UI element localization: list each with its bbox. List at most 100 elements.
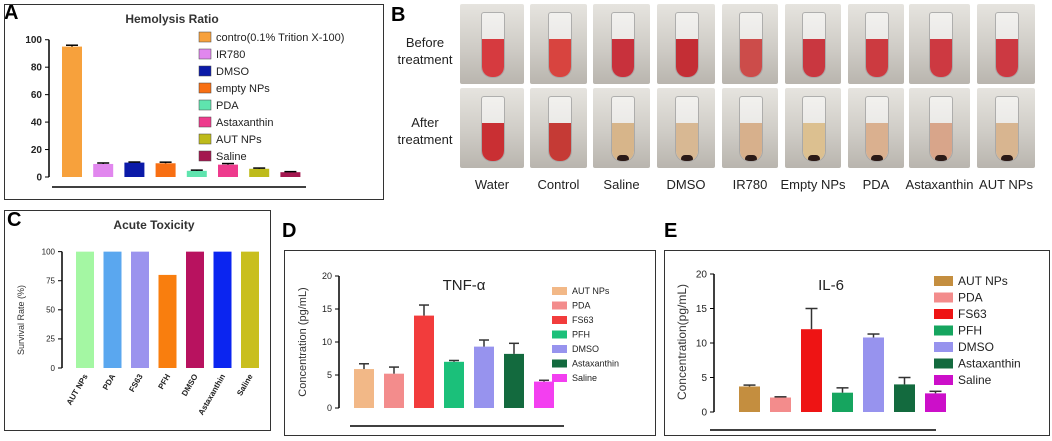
legend-label: Saline [572, 373, 597, 383]
legend-swatch [934, 375, 953, 385]
tube-liquid [996, 122, 1018, 161]
tube-pellet [681, 155, 693, 161]
bar [186, 251, 204, 368]
tube-photo-after [460, 88, 524, 168]
tube-photo-after [848, 88, 904, 168]
tube-photo-before [530, 4, 587, 84]
legend-label: Astaxanthin [572, 359, 619, 369]
tube [865, 12, 889, 78]
legend-swatch [552, 359, 567, 368]
x-tick-label: DMSO [180, 373, 200, 398]
bars [739, 307, 946, 412]
bar [801, 329, 822, 412]
bar [131, 251, 149, 368]
legend-swatch [934, 276, 953, 286]
chart-title: Hemolysis Ratio [125, 12, 218, 26]
bar [444, 361, 464, 408]
tube [675, 96, 699, 162]
y-tick-label: 100 [42, 247, 56, 256]
y-tick-label: 20 [696, 270, 708, 281]
legend-label: Astaxanthin [958, 357, 1021, 371]
tube [995, 12, 1019, 78]
after-treatment-label: After treatment [397, 115, 453, 147]
legend-label: PDA [216, 100, 239, 112]
x-tick-label: Astaxanthin [197, 372, 228, 416]
bar [863, 337, 884, 412]
bar [218, 164, 238, 177]
y-tick-label: 20 [31, 145, 43, 156]
tube [481, 12, 505, 78]
legend-swatch [198, 31, 212, 43]
panel-letter-e: E [664, 220, 678, 242]
tube-column-label: DMSO [666, 177, 706, 192]
tube-liquid [676, 38, 698, 77]
tube-column-label: AUT NPs [979, 177, 1033, 192]
panel-d-frame [284, 250, 656, 436]
legend-swatch [934, 342, 953, 352]
y-tick-label: 100 [25, 35, 42, 46]
bar [76, 251, 94, 368]
bar [832, 392, 853, 412]
tube-pellet [934, 155, 947, 161]
tube [865, 96, 889, 162]
x-tick-label: FS63 [127, 372, 145, 394]
y-tick-label: 75 [46, 277, 55, 286]
bar [354, 369, 374, 408]
tube [675, 12, 699, 78]
legend-swatch [198, 65, 212, 77]
tube-photo-after [593, 88, 650, 168]
tube-liquid [548, 122, 571, 161]
legend-swatch [552, 287, 567, 295]
panel-letter-c: C [7, 209, 22, 231]
tube-pellet [745, 155, 757, 161]
tube-pellet [616, 155, 629, 161]
y-tick-label: 0 [51, 364, 56, 373]
tube-liquid [482, 38, 504, 77]
bar [534, 381, 554, 408]
panel-letter-a: A [4, 2, 19, 24]
y-tick-label: 15 [322, 304, 332, 314]
y-tick-label: 10 [322, 337, 332, 347]
tube-column-label: Saline [603, 177, 640, 192]
tube-liquid [929, 38, 952, 77]
legend-label: DMSO [572, 344, 599, 354]
tube [739, 12, 763, 78]
tube-column-label: PDA [862, 177, 890, 192]
tube-photo-after [657, 88, 715, 168]
legend-label: PDA [958, 291, 983, 305]
legend-swatch [934, 309, 953, 319]
y-tick-label: 15 [696, 304, 708, 315]
panel-letter-b: B [391, 4, 406, 26]
legend-swatch [552, 301, 567, 310]
legend-swatch [934, 325, 953, 336]
panel-e-frame [664, 250, 1050, 436]
legend: AUT NPs PDA FS63 PFH DMSO Astaxanthin Saline [552, 286, 619, 383]
tube [481, 96, 505, 162]
tube-photo-after [977, 88, 1035, 168]
legend-swatch [198, 116, 212, 128]
legend: AUT NPs PDA FS63 PFH DMSO Astaxanthin Saline [934, 274, 1021, 387]
tube-column-label: Control [537, 177, 580, 192]
acute-toxicity-chart: Acute Toxicity Survival Rate (%) 0 25 50 75… [4, 210, 271, 431]
bar [384, 373, 404, 408]
legend-label: DMSO [216, 66, 249, 78]
legend-swatch [198, 82, 212, 94]
bar [155, 163, 176, 177]
tube-photo-before [909, 4, 970, 84]
tube-photo-before [657, 4, 715, 84]
tube [802, 12, 826, 78]
legend-swatch [552, 374, 567, 382]
bar [280, 172, 301, 177]
tube-column-label: Astaxanthin [905, 177, 974, 192]
y-tick-label: 10 [696, 339, 708, 350]
bar [213, 251, 232, 368]
before-treatment-label: Before treatment [397, 35, 453, 67]
y-tick-label: 0 [701, 408, 707, 419]
legend-label: Saline [216, 151, 247, 163]
y-axis: 0 5 10 15 20 [696, 270, 936, 431]
tube [547, 96, 572, 162]
bar [925, 393, 946, 412]
bar [894, 384, 915, 412]
legend-label: AUT NPs [216, 134, 262, 146]
